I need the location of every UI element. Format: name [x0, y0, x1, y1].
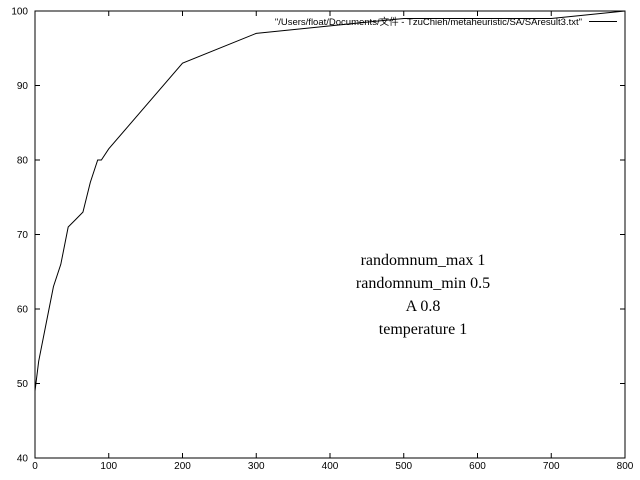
- y-tick-label: 60: [17, 305, 29, 316]
- annotation-line: A 0.8: [406, 298, 441, 315]
- annotation-line: temperature 1: [379, 321, 467, 338]
- x-tick-label: 100: [100, 461, 117, 472]
- y-tick-label: 100: [11, 7, 28, 18]
- plot-frame: [34, 10, 626, 459]
- y-tick-label: 90: [17, 81, 29, 92]
- y-tick-label: 50: [17, 379, 29, 390]
- x-tick-label: 700: [543, 461, 560, 472]
- annotation-line: randomnum_max 1: [361, 252, 486, 269]
- x-tick-label: 400: [322, 461, 339, 472]
- y-tick-label: 80: [17, 156, 29, 167]
- x-tick-label: 500: [395, 461, 412, 472]
- parameter-annotation: randomnum_max 1 randomnum_min 0.5 A 0.8 …: [356, 252, 490, 338]
- x-tick-label: 200: [174, 461, 191, 472]
- y-tick-label: 40: [17, 454, 29, 465]
- legend-label: "/Users/float/Documents/文件 - TzuChieh/me…: [275, 16, 582, 28]
- x-tick-label: 300: [248, 461, 265, 472]
- y-tick-label: 70: [17, 230, 29, 241]
- x-tick-label: 800: [617, 461, 634, 472]
- annotation-line: randomnum_min 0.5: [356, 275, 490, 292]
- axis-tick-labels: 0 100 200 300 400 500 600 700 800 40 50 60 70 80 90 100: [11, 7, 633, 473]
- x-tick-label: 600: [469, 461, 486, 472]
- series-line: [34, 10, 626, 392]
- axis-ticks: [34, 10, 626, 459]
- x-tick-label: 0: [32, 461, 38, 472]
- legend: "/Users/float/Documents/文件 - TzuChieh/me…: [275, 16, 617, 28]
